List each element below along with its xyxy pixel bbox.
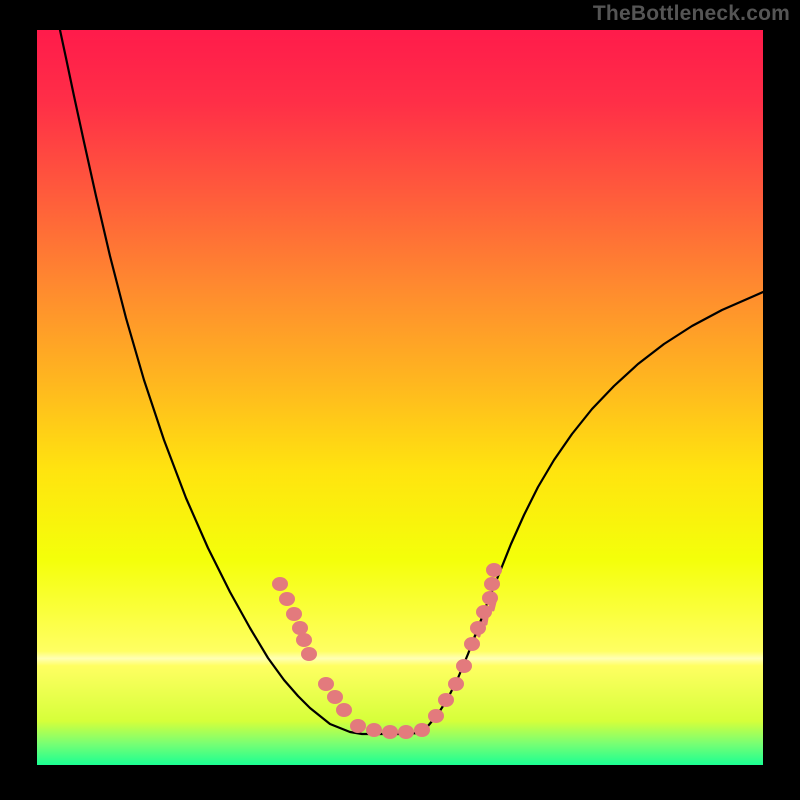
data-point: [286, 607, 302, 621]
data-point: [428, 709, 444, 723]
data-point: [484, 577, 500, 591]
watermark-label: TheBottleneck.com: [593, 2, 790, 26]
chart-background: [37, 30, 763, 765]
data-point: [486, 563, 502, 577]
data-point: [382, 725, 398, 739]
data-point: [448, 677, 464, 691]
data-point: [470, 621, 486, 635]
data-point: [350, 719, 366, 733]
data-point: [327, 690, 343, 704]
data-point: [296, 633, 312, 647]
data-point: [456, 659, 472, 673]
data-point: [482, 591, 498, 605]
data-point: [301, 647, 317, 661]
data-point: [464, 637, 480, 651]
data-point: [318, 677, 334, 691]
data-point: [476, 605, 492, 619]
data-point: [414, 723, 430, 737]
data-point: [336, 703, 352, 717]
data-point: [398, 725, 414, 739]
data-point: [438, 693, 454, 707]
data-point: [279, 592, 295, 606]
data-point: [272, 577, 288, 591]
data-point: [292, 621, 308, 635]
data-point: [366, 723, 382, 737]
bottleneck-chart: [37, 30, 763, 765]
